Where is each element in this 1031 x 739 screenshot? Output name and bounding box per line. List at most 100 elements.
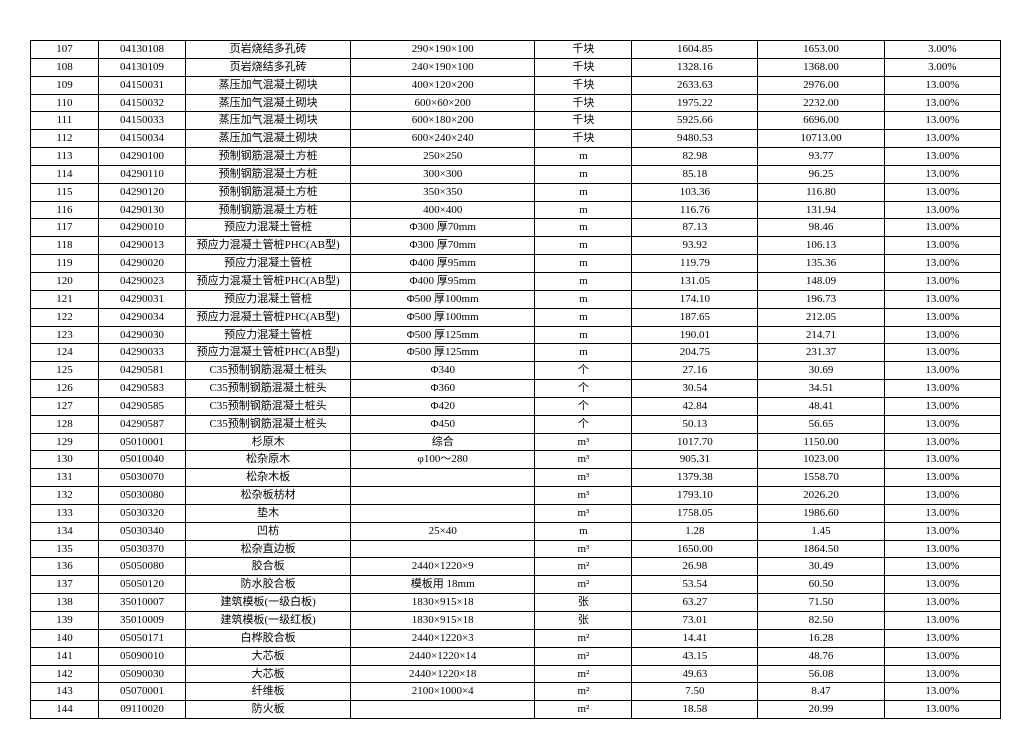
table-cell: 53.54 [632, 576, 758, 594]
table-cell: 防水胶合板 [186, 576, 351, 594]
table-cell: 98.46 [758, 219, 884, 237]
table-cell: 13.00% [884, 308, 1000, 326]
table-cell: 13.00% [884, 469, 1000, 487]
table-cell: 121 [31, 290, 99, 308]
table-cell: 111 [31, 112, 99, 130]
table-cell: 196.73 [758, 290, 884, 308]
table-cell: 预制钢筋混凝土方桩 [186, 183, 351, 201]
table-row: 11404290110预制钢筋混凝土方桩300×300m85.1896.2513… [31, 165, 1001, 183]
table-row: 13105030070松杂木板m³1379.381558.7013.00% [31, 469, 1001, 487]
table-cell: 63.27 [632, 594, 758, 612]
table-cell: 110 [31, 94, 99, 112]
table-cell: 16.28 [758, 629, 884, 647]
table-cell: Φ340 [351, 362, 535, 380]
table-cell: 个 [535, 397, 632, 415]
table-row: 13605050080胶合板2440×1220×9m²26.9830.4913.… [31, 558, 1001, 576]
table-cell: 600×60×200 [351, 94, 535, 112]
table-cell: 04290031 [98, 290, 185, 308]
table-cell: Φ400 厚95mm [351, 255, 535, 273]
table-cell: 04290110 [98, 165, 185, 183]
table-cell: 05030070 [98, 469, 185, 487]
table-cell: 231.37 [758, 344, 884, 362]
table-row: 11704290010预应力混凝土管桩Φ300 厚70mmm87.1398.46… [31, 219, 1001, 237]
table-cell: 350×350 [351, 183, 535, 201]
table-cell: 400×120×200 [351, 76, 535, 94]
table-cell: m² [535, 558, 632, 576]
table-cell: 04290033 [98, 344, 185, 362]
table-cell: 预应力混凝土管桩PHC(AB型) [186, 237, 351, 255]
table-cell: 张 [535, 594, 632, 612]
table-cell: 143 [31, 683, 99, 701]
table-cell: 42.84 [632, 397, 758, 415]
table-cell: 48.76 [758, 647, 884, 665]
page-wrapper: 10704130108页岩烧结多孔砖290×190×100千块1604.8516… [0, 0, 1031, 739]
table-cell: 240×190×100 [351, 58, 535, 76]
table-cell: 49.63 [632, 665, 758, 683]
table-row: 12604290583C35预制钢筋混凝土桩头Φ360个30.5434.5113… [31, 380, 1001, 398]
table-cell: 13.00% [884, 612, 1000, 630]
table-cell: 04130108 [98, 41, 185, 59]
table-cell: 2026.20 [758, 487, 884, 505]
table-cell: 个 [535, 415, 632, 433]
table-cell: 114 [31, 165, 99, 183]
table-cell: 05090010 [98, 647, 185, 665]
table-cell: m² [535, 665, 632, 683]
table-cell: 135.36 [758, 255, 884, 273]
table-cell: 张 [535, 612, 632, 630]
table-row: 13705050120防水胶合板模板用 18mmm²53.5460.5013.0… [31, 576, 1001, 594]
table-row: 11804290013预应力混凝土管桩PHC(AB型)Φ300 厚70mmm93… [31, 237, 1001, 255]
table-cell: 56.08 [758, 665, 884, 683]
table-row: 12804290587C35预制钢筋混凝土桩头Φ450个50.1356.6513… [31, 415, 1001, 433]
table-cell: m [535, 272, 632, 290]
table-cell: 600×180×200 [351, 112, 535, 130]
table-cell: 13.00% [884, 665, 1000, 683]
table-cell: 04290581 [98, 362, 185, 380]
table-row: 13405030340凹枋25×40m1.281.4513.00% [31, 522, 1001, 540]
table-cell: 144 [31, 701, 99, 719]
table-cell: 13.00% [884, 451, 1000, 469]
table-cell: 页岩烧结多孔砖 [186, 41, 351, 59]
table-cell: 13.00% [884, 701, 1000, 719]
table-cell: m [535, 219, 632, 237]
table-cell: m³ [535, 433, 632, 451]
table-row: 11204150034蒸压加气混凝土砌块600×240×240千块9480.53… [31, 130, 1001, 148]
table-cell: 190.01 [632, 326, 758, 344]
table-cell: m² [535, 576, 632, 594]
table-cell: 13.00% [884, 148, 1000, 166]
table-cell [351, 469, 535, 487]
table-cell: 13.00% [884, 487, 1000, 505]
table-cell: 模板用 18mm [351, 576, 535, 594]
table-cell: 05030370 [98, 540, 185, 558]
table-cell: C35预制钢筋混凝土桩头 [186, 362, 351, 380]
table-cell: 250×250 [351, 148, 535, 166]
table-cell: m [535, 148, 632, 166]
table-cell: 117 [31, 219, 99, 237]
table-cell: 214.71 [758, 326, 884, 344]
table-row: 11304290100预制钢筋混凝土方桩250×250m82.9893.7713… [31, 148, 1001, 166]
table-cell: 6696.00 [758, 112, 884, 130]
table-row: 12304290030预应力混凝土管桩Φ500 厚125mmm190.01214… [31, 326, 1001, 344]
table-cell: 纤维板 [186, 683, 351, 701]
table-cell: 04290100 [98, 148, 185, 166]
table-cell: 1558.70 [758, 469, 884, 487]
table-cell: 05030080 [98, 487, 185, 505]
table-cell: 蒸压加气混凝土砌块 [186, 94, 351, 112]
table-cell: 13.00% [884, 344, 1000, 362]
table-cell: 27.16 [632, 362, 758, 380]
table-row: 12704290585C35预制钢筋混凝土桩头Φ420个42.8448.4113… [31, 397, 1001, 415]
table-cell: m [535, 290, 632, 308]
table-cell: 杉原木 [186, 433, 351, 451]
table-cell: Φ500 厚100mm [351, 290, 535, 308]
table-cell: 1368.00 [758, 58, 884, 76]
table-row: 10704130108页岩烧结多孔砖290×190×100千块1604.8516… [31, 41, 1001, 59]
table-cell: 05070001 [98, 683, 185, 701]
table-cell: 预制钢筋混凝土方桩 [186, 201, 351, 219]
table-cell: 13.00% [884, 326, 1000, 344]
table-cell: C35预制钢筋混凝土桩头 [186, 397, 351, 415]
table-cell: C35预制钢筋混凝土桩头 [186, 415, 351, 433]
table-row: 13305030320垫木m³1758.051986.6013.00% [31, 504, 1001, 522]
table-cell: 预应力混凝土管桩PHC(AB型) [186, 272, 351, 290]
table-cell: 43.15 [632, 647, 758, 665]
table-cell: 30.54 [632, 380, 758, 398]
table-cell: 05010001 [98, 433, 185, 451]
